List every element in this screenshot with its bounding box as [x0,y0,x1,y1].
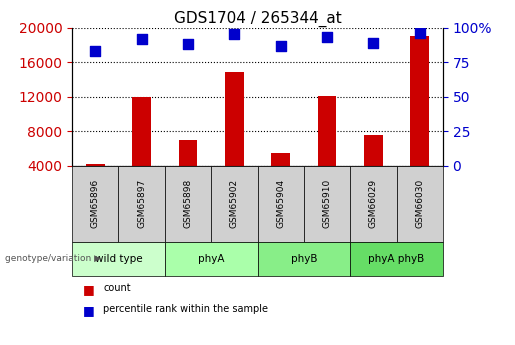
Text: GSM66029: GSM66029 [369,179,378,228]
Text: phyA: phyA [198,254,225,264]
Text: ■: ■ [82,304,94,317]
Point [323,34,331,40]
Bar [225,72,244,200]
Text: GSM65902: GSM65902 [230,179,239,228]
Point [184,41,192,47]
Text: GSM65897: GSM65897 [137,179,146,228]
Text: GSM65910: GSM65910 [322,179,332,228]
Bar [364,135,383,200]
Text: count: count [103,283,131,293]
Text: GSM66030: GSM66030 [415,179,424,228]
Bar [318,96,336,200]
Text: wild type: wild type [95,254,142,264]
Text: ■: ■ [82,283,94,296]
Text: GSM65896: GSM65896 [91,179,100,228]
Point [277,43,285,48]
Point [416,30,424,36]
Text: GSM65904: GSM65904 [276,179,285,228]
Bar [179,140,197,200]
Text: percentile rank within the sample: percentile rank within the sample [103,304,268,314]
Point [369,40,377,46]
Bar [132,97,151,200]
Point [230,32,238,37]
Bar [410,36,429,200]
Point [138,36,146,41]
Bar [271,152,290,200]
Text: GDS1704 / 265344_at: GDS1704 / 265344_at [174,10,341,27]
Text: phyB: phyB [290,254,317,264]
Text: genotype/variation ▶: genotype/variation ▶ [5,254,101,263]
Text: phyA phyB: phyA phyB [368,254,425,264]
Text: GSM65898: GSM65898 [183,179,193,228]
Point [91,48,99,54]
Bar [86,164,105,200]
